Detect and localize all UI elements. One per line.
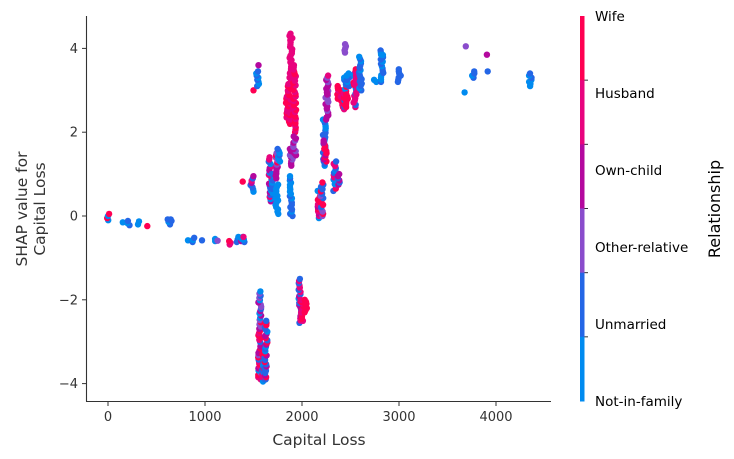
colorbar-label: Not-in-family [595, 394, 682, 410]
data-point [254, 68, 262, 75]
data-point [255, 61, 262, 69]
colorbar-title: Relationship [705, 160, 724, 258]
data-point [257, 288, 264, 295]
data-point [395, 66, 402, 73]
data-point [319, 179, 326, 186]
scatter-points [104, 30, 535, 385]
data-point [266, 154, 273, 161]
data-point [483, 51, 491, 58]
y-tick-label: 2 [70, 126, 78, 141]
colorbar-segment [580, 272, 585, 338]
data-point [296, 275, 304, 283]
colorbar-segment [580, 80, 585, 145]
colorbar-label: Wife [595, 9, 625, 25]
data-point [332, 158, 340, 165]
data-point [274, 145, 281, 153]
x-tick-label: 1000 [188, 410, 221, 425]
data-point [320, 137, 327, 144]
data-point [240, 233, 247, 241]
data-point [370, 76, 378, 84]
colorbar-segment [580, 144, 585, 209]
data-point [471, 68, 478, 75]
data-point [526, 70, 534, 77]
y-tick-label: 4 [70, 42, 78, 57]
data-point [144, 222, 151, 230]
data-point [250, 87, 257, 94]
data-point [345, 70, 352, 77]
y-axis-label-line2: Capital Loss [31, 162, 49, 255]
data-point [323, 89, 331, 96]
data-point [286, 173, 294, 180]
colorbar-label: Unmarried [595, 317, 666, 333]
colorbar-label: Husband [595, 86, 655, 102]
data-point [214, 237, 221, 244]
y-tick-label: 0 [70, 210, 78, 225]
data-point [461, 89, 468, 96]
data-point [290, 133, 297, 140]
colorbar-segment [580, 208, 585, 274]
data-point [239, 178, 246, 185]
data-point [377, 51, 385, 58]
x-axis-label: Capital Loss [272, 431, 365, 449]
data-point [274, 181, 282, 188]
data-point [124, 217, 132, 225]
x-tick-label: 3000 [382, 410, 415, 425]
data-point [226, 237, 233, 245]
data-point [462, 43, 469, 50]
y-tick-label: −4 [59, 377, 78, 392]
data-point [341, 41, 349, 48]
y-tick-label: −2 [59, 293, 78, 308]
data-point [198, 237, 206, 244]
data-point [167, 216, 174, 223]
data-point [301, 296, 308, 303]
colorbar-segment [580, 336, 585, 402]
data-point [135, 218, 143, 225]
data-point [343, 91, 350, 98]
x-tick-label: 0 [104, 410, 112, 425]
data-point [356, 53, 363, 60]
data-point [191, 234, 198, 241]
data-point [105, 210, 113, 218]
y-axis-label-line1: SHAP value for [13, 151, 31, 267]
data-point [287, 30, 294, 37]
x-tick-label: 4000 [479, 410, 512, 425]
data-point [336, 170, 343, 178]
data-point [250, 173, 257, 180]
x-tick-label: 2000 [285, 410, 318, 425]
colorbar-label: Own-child [595, 163, 662, 179]
y-axis-ticks: 4 2 0 −2 −4 [59, 42, 87, 392]
data-point [290, 61, 298, 69]
data-point [263, 317, 270, 324]
data-point [484, 68, 491, 75]
colorbar-segment [580, 16, 585, 81]
x-axis-ticks: 0 1000 2000 3000 4000 [104, 401, 513, 425]
colorbar [580, 16, 588, 402]
data-point [324, 72, 332, 79]
colorbar-label: Other-relative [595, 240, 688, 256]
colorbar-labels: Wife Husband Own-child Other-relative Unmarr… [595, 9, 688, 410]
